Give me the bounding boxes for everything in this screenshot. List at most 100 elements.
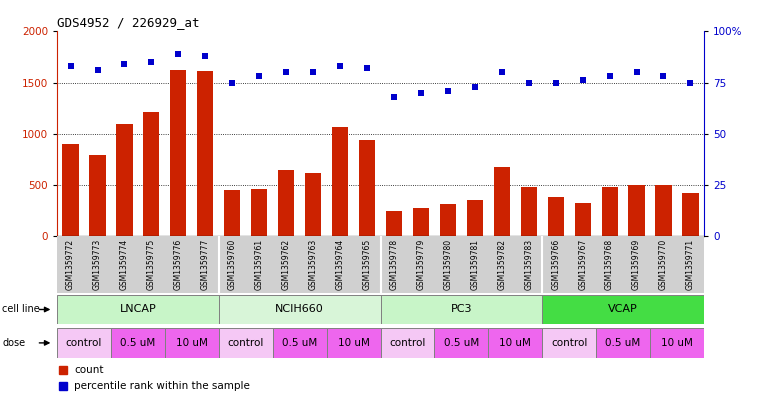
Text: 10 uM: 10 uM [499,338,531,348]
Text: GSM1359769: GSM1359769 [632,239,641,290]
Text: VCAP: VCAP [608,305,638,314]
Bar [62,144,78,236]
Text: GSM1359783: GSM1359783 [524,239,533,290]
Text: GSM1359781: GSM1359781 [470,239,479,290]
Point [523,79,535,86]
Text: GSM1359760: GSM1359760 [228,239,237,290]
Text: 0.5 uM: 0.5 uM [444,338,479,348]
Bar [380,295,542,324]
Bar [683,193,699,236]
Bar [494,167,510,236]
Text: dose: dose [2,338,25,348]
Text: control: control [228,338,264,348]
Text: cell line: cell line [2,305,40,314]
Text: count: count [74,365,103,375]
Bar [251,189,267,236]
Bar [596,328,650,358]
Bar [219,328,272,358]
Point [145,59,158,65]
Text: NCIH660: NCIH660 [275,305,324,314]
Point [199,53,212,59]
Text: 10 uM: 10 uM [176,338,208,348]
Point [91,67,103,73]
Text: GSM1359782: GSM1359782 [497,239,506,290]
Bar [332,127,348,236]
Bar [412,208,429,236]
Text: GSM1359770: GSM1359770 [659,239,668,290]
Point [65,63,77,69]
Text: control: control [66,338,102,348]
Text: GSM1359780: GSM1359780 [444,239,452,290]
Point [280,69,292,75]
Bar [601,187,618,236]
Text: 10 uM: 10 uM [661,338,693,348]
Text: GSM1359766: GSM1359766 [551,239,560,290]
Text: GSM1359779: GSM1359779 [416,239,425,290]
Text: GSM1359777: GSM1359777 [201,239,210,290]
Bar [170,70,186,236]
Bar [305,173,321,236]
Text: GSM1359776: GSM1359776 [174,239,183,290]
Text: 10 uM: 10 uM [338,338,370,348]
Point [226,79,238,86]
Point [334,63,346,69]
Text: GSM1359763: GSM1359763 [309,239,317,290]
Text: 0.5 uM: 0.5 uM [606,338,641,348]
Bar [543,328,596,358]
Bar [650,328,704,358]
Point [119,61,131,67]
Point [577,77,589,84]
Point [630,69,642,75]
Bar [629,185,645,236]
Text: GSM1359773: GSM1359773 [93,239,102,290]
Point [415,90,427,96]
Point [684,79,696,86]
Text: GSM1359778: GSM1359778 [390,239,399,290]
Text: 0.5 uM: 0.5 uM [120,338,155,348]
Bar [143,112,160,236]
Bar [440,204,456,236]
Point [549,79,562,86]
Bar [543,295,704,324]
Bar [278,170,295,236]
Point [495,69,508,75]
Bar [219,295,380,324]
Point [253,73,266,79]
Bar [197,71,213,236]
Text: percentile rank within the sample: percentile rank within the sample [74,381,250,391]
Point [361,65,373,72]
Bar [575,202,591,236]
Bar [359,140,375,236]
Bar [59,382,68,390]
Point [307,69,319,75]
Bar [165,328,219,358]
Bar [326,328,380,358]
Text: control: control [551,338,587,348]
Text: GSM1359762: GSM1359762 [282,239,291,290]
Point [658,73,670,79]
Bar [466,200,483,236]
Text: GSM1359772: GSM1359772 [66,239,75,290]
Point [442,88,454,94]
Bar [57,328,111,358]
Bar [380,328,435,358]
Point [469,83,481,90]
Text: 0.5 uM: 0.5 uM [282,338,317,348]
Bar [57,295,219,324]
Text: LNCAP: LNCAP [119,305,156,314]
Bar [90,155,106,236]
Text: GSM1359765: GSM1359765 [362,239,371,290]
Text: GDS4952 / 226929_at: GDS4952 / 226929_at [57,16,199,29]
Text: GSM1359764: GSM1359764 [336,239,345,290]
Point [388,94,400,100]
Bar [59,366,68,374]
Text: GSM1359774: GSM1359774 [120,239,129,290]
Bar [272,328,326,358]
Bar [435,328,489,358]
Text: GSM1359761: GSM1359761 [255,239,264,290]
Bar [111,328,165,358]
Point [603,73,616,79]
Bar [548,197,564,236]
Text: GSM1359771: GSM1359771 [686,239,695,290]
Point [172,51,184,57]
